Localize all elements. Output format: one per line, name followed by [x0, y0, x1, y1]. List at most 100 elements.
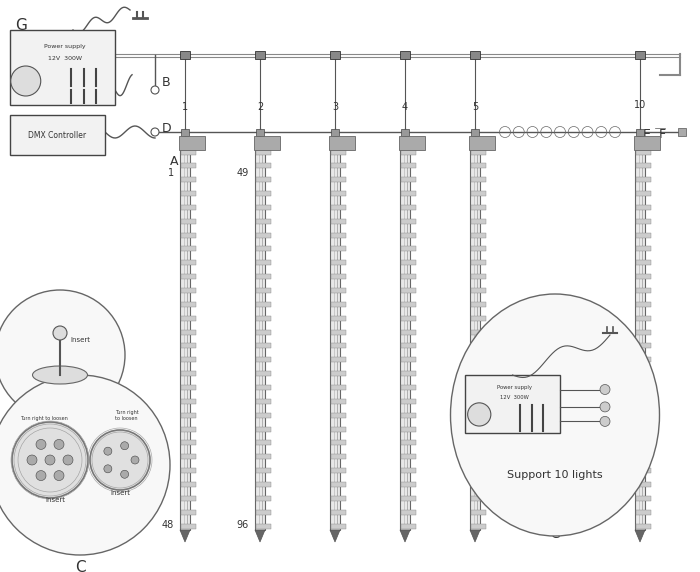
- Polygon shape: [330, 530, 340, 542]
- Polygon shape: [255, 530, 265, 542]
- Bar: [181, 177, 196, 182]
- Bar: [331, 510, 346, 515]
- Circle shape: [600, 416, 610, 426]
- Bar: [468, 136, 494, 150]
- Bar: [331, 468, 346, 473]
- Text: Power supply: Power supply: [497, 386, 532, 390]
- Bar: [256, 233, 272, 237]
- Circle shape: [600, 384, 610, 395]
- Bar: [256, 205, 272, 210]
- Bar: [636, 274, 651, 279]
- Text: 1: 1: [168, 168, 174, 178]
- Bar: [256, 191, 272, 196]
- Bar: [328, 136, 354, 150]
- Bar: [636, 343, 651, 348]
- Bar: [180, 148, 190, 530]
- Bar: [635, 51, 645, 59]
- Bar: [401, 482, 416, 487]
- Bar: [636, 205, 651, 210]
- Bar: [181, 399, 196, 404]
- Bar: [636, 454, 651, 459]
- Circle shape: [120, 470, 129, 478]
- Bar: [471, 329, 486, 335]
- Bar: [181, 482, 196, 487]
- Text: A: A: [170, 155, 178, 168]
- Bar: [401, 399, 416, 404]
- Bar: [256, 149, 272, 154]
- FancyBboxPatch shape: [10, 115, 105, 155]
- Circle shape: [104, 465, 112, 473]
- Text: C: C: [75, 560, 85, 572]
- Bar: [470, 51, 480, 59]
- Bar: [331, 385, 346, 390]
- Bar: [181, 371, 196, 376]
- Circle shape: [36, 439, 46, 450]
- Bar: [181, 358, 196, 362]
- Bar: [331, 523, 346, 529]
- Bar: [256, 302, 272, 307]
- Bar: [331, 399, 346, 404]
- Bar: [331, 412, 346, 418]
- Bar: [330, 148, 340, 530]
- Bar: [401, 523, 416, 529]
- Text: B: B: [162, 77, 171, 89]
- Bar: [401, 343, 416, 348]
- Bar: [178, 136, 204, 150]
- Circle shape: [53, 326, 67, 340]
- Bar: [636, 316, 651, 321]
- Bar: [636, 191, 651, 196]
- Bar: [636, 358, 651, 362]
- Bar: [636, 412, 651, 418]
- Bar: [181, 191, 196, 196]
- Text: D: D: [162, 121, 172, 134]
- Bar: [401, 454, 416, 459]
- Bar: [401, 219, 416, 224]
- Bar: [401, 316, 416, 321]
- Bar: [636, 468, 651, 473]
- Circle shape: [45, 455, 55, 465]
- Text: E: E: [643, 128, 651, 141]
- Bar: [471, 129, 479, 136]
- Bar: [255, 148, 265, 530]
- Bar: [256, 247, 272, 252]
- Text: 5: 5: [472, 102, 478, 112]
- Bar: [331, 358, 346, 362]
- Circle shape: [131, 456, 139, 464]
- Bar: [401, 440, 416, 446]
- Polygon shape: [470, 530, 480, 542]
- Text: 49: 49: [237, 168, 249, 178]
- Bar: [471, 288, 486, 293]
- Bar: [471, 205, 486, 210]
- Bar: [256, 177, 272, 182]
- Bar: [256, 468, 272, 473]
- Circle shape: [120, 442, 129, 450]
- Circle shape: [63, 455, 73, 465]
- Bar: [636, 219, 651, 224]
- Circle shape: [90, 430, 150, 490]
- Bar: [401, 371, 416, 376]
- Bar: [636, 288, 651, 293]
- Bar: [331, 329, 346, 335]
- Text: 12V  300W: 12V 300W: [500, 395, 528, 399]
- Bar: [181, 316, 196, 321]
- Bar: [181, 247, 196, 252]
- Bar: [401, 385, 416, 390]
- Bar: [181, 260, 196, 265]
- Bar: [256, 510, 272, 515]
- Bar: [331, 440, 346, 446]
- Bar: [255, 51, 265, 59]
- Bar: [181, 129, 189, 136]
- Bar: [678, 128, 686, 136]
- Bar: [401, 129, 409, 136]
- Bar: [471, 371, 486, 376]
- Bar: [256, 329, 272, 335]
- Bar: [471, 412, 486, 418]
- Bar: [471, 302, 486, 307]
- Text: G: G: [550, 528, 560, 541]
- Bar: [471, 177, 486, 182]
- Bar: [331, 302, 346, 307]
- Circle shape: [54, 439, 64, 450]
- Bar: [401, 274, 416, 279]
- Text: F: F: [659, 128, 666, 141]
- Bar: [256, 440, 272, 446]
